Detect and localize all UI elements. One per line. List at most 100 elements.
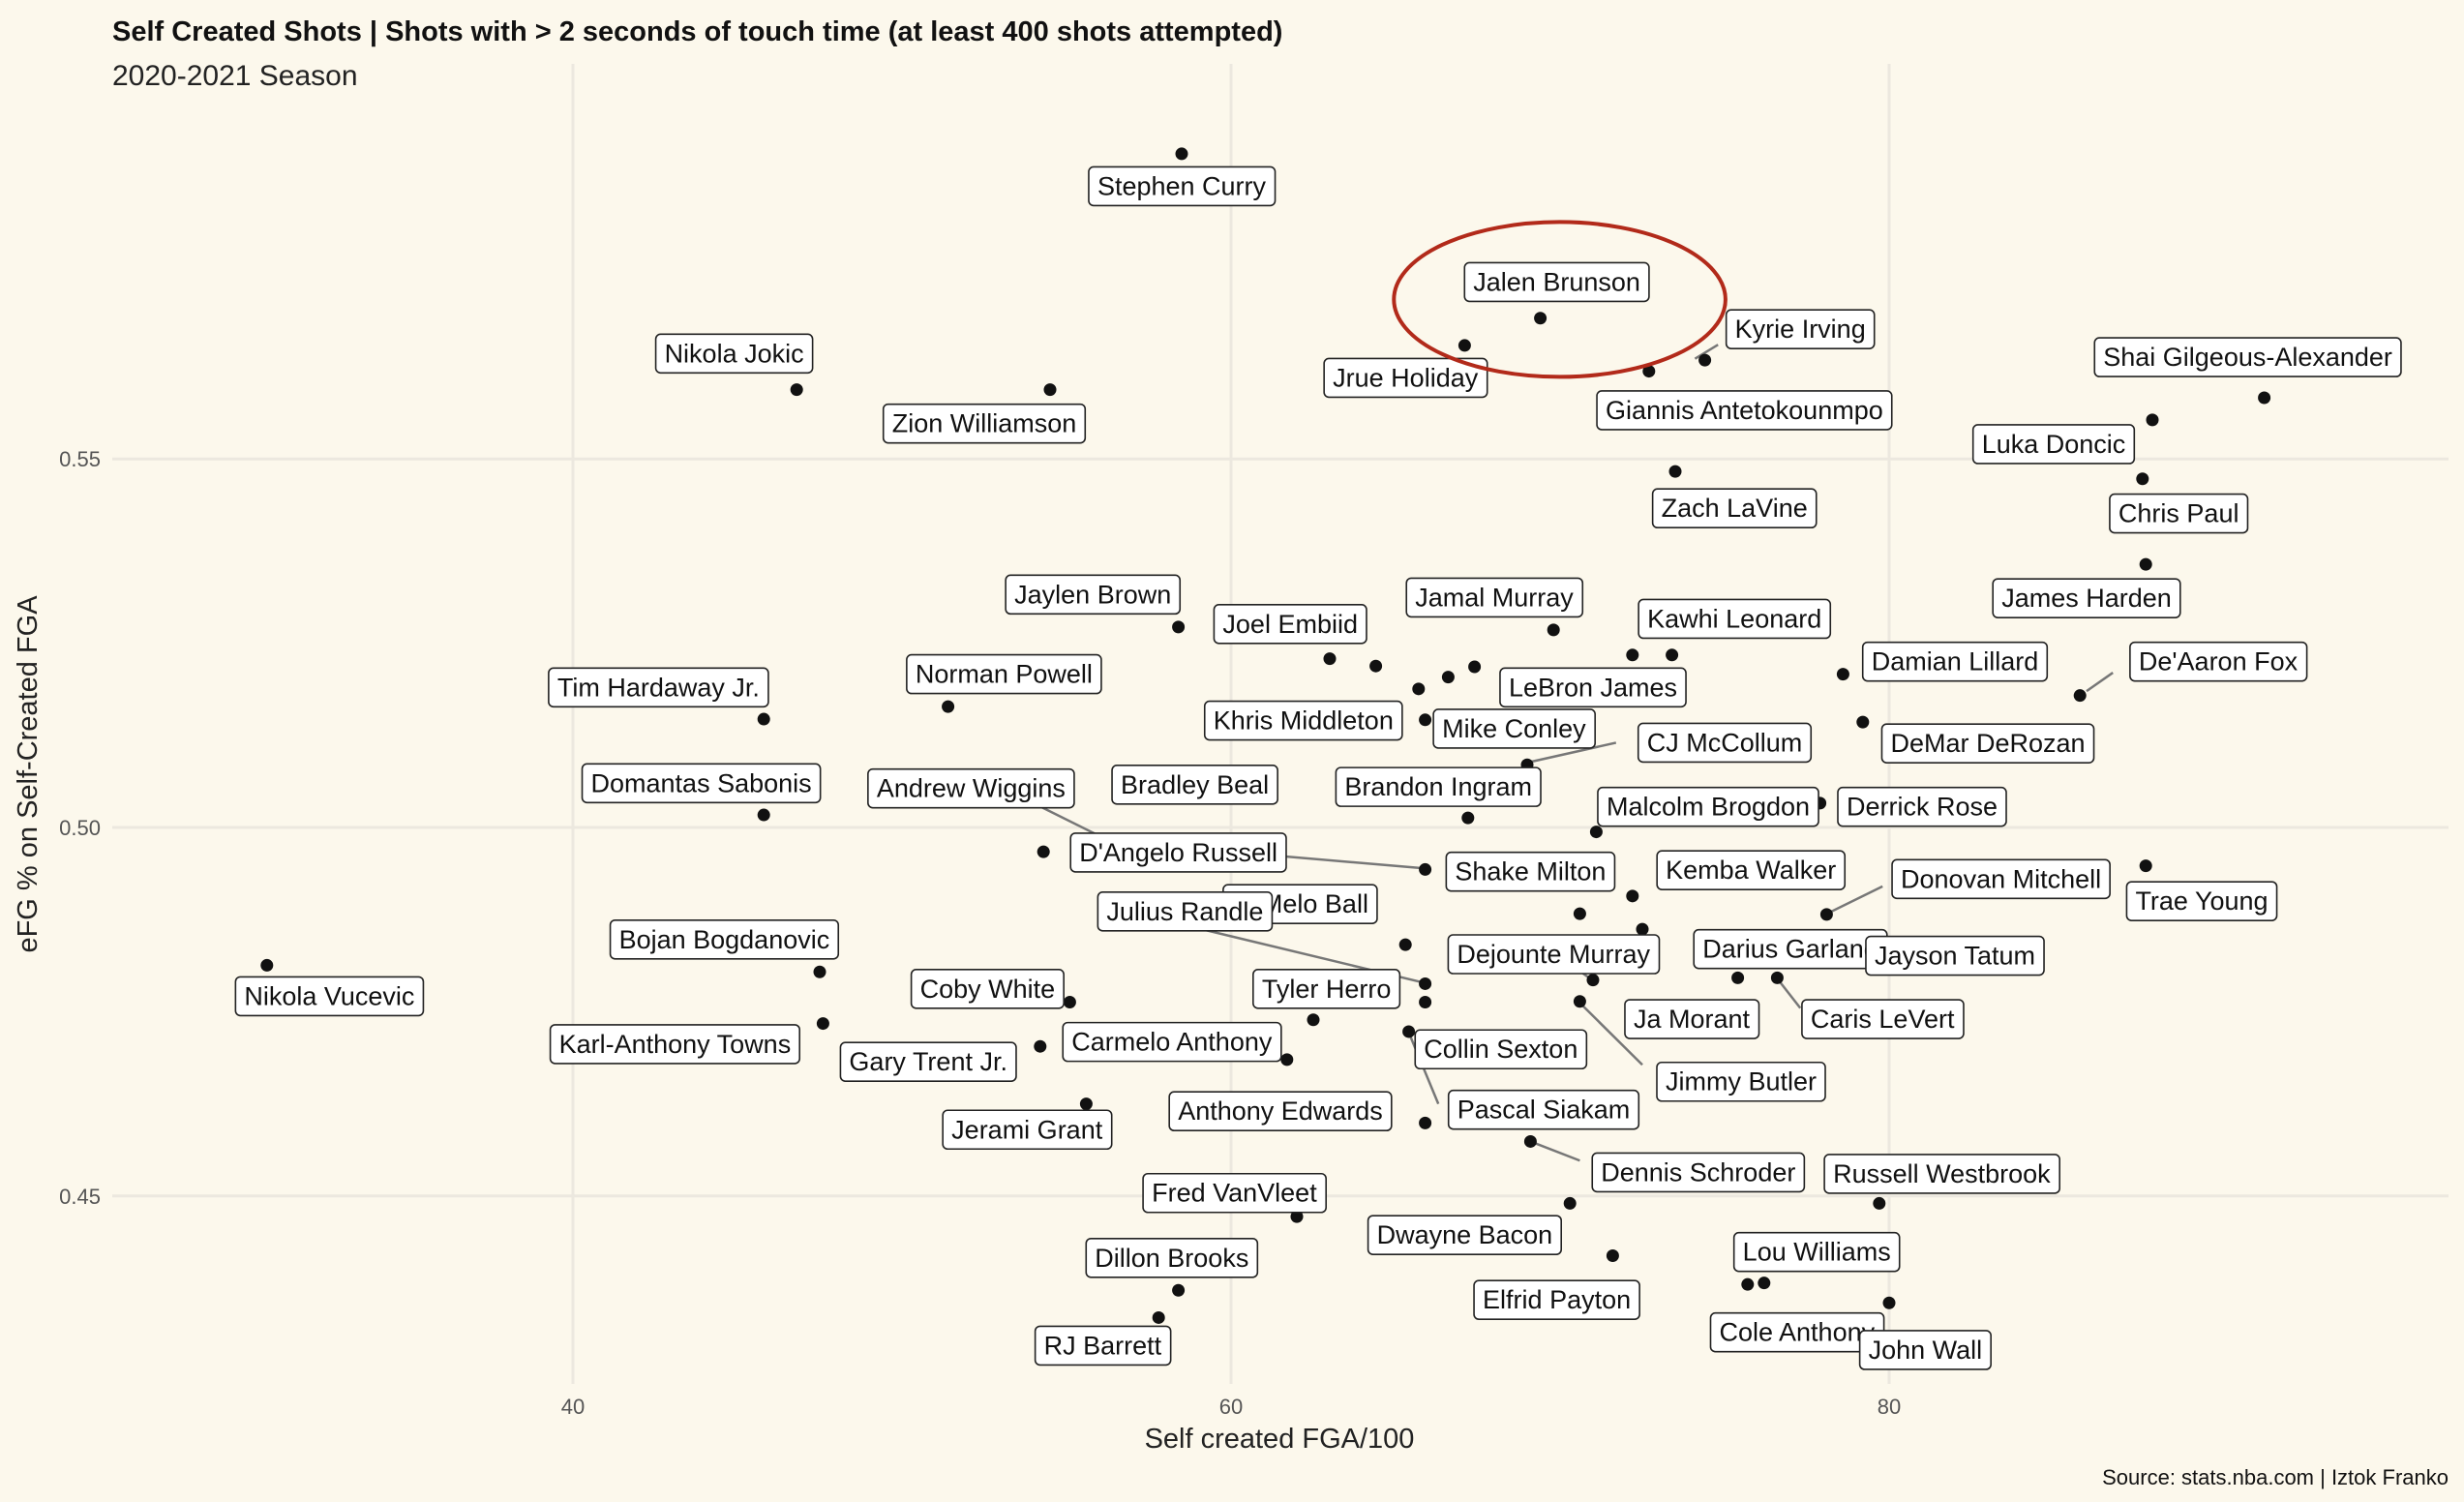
point-label-text: Jerami Grant	[951, 1115, 1103, 1144]
data-point	[757, 808, 770, 822]
point-label-text: Bradley Beal	[1121, 770, 1269, 799]
point-label: Kemba Walker	[1656, 850, 1847, 890]
data-point	[1175, 147, 1188, 161]
point-label: Elfrid Payton	[1473, 1279, 1640, 1320]
point-label-text: Jimmy Butler	[1666, 1067, 1817, 1096]
data-point	[1172, 1283, 1186, 1297]
data-point	[1642, 365, 1656, 378]
point-label-box	[609, 918, 840, 960]
point-label-text: Norman Powell	[916, 660, 1093, 689]
data-point	[1666, 648, 1679, 662]
point-label: Kyrie Irving	[1725, 309, 1876, 349]
point-label-text: Chris Paul	[2118, 499, 2239, 528]
data-point	[1698, 353, 1712, 367]
data-point	[1873, 1196, 1886, 1210]
point-label-text: Carmelo Anthony	[1071, 1028, 1273, 1057]
point-label-box	[549, 1024, 801, 1065]
point-label: Bradley Beal	[1111, 765, 1278, 805]
point-label: Coby White	[910, 968, 1065, 1009]
point-label-text: Kemba Walker	[1666, 856, 1836, 885]
label-connector	[1529, 1140, 1580, 1162]
point-label-box	[1203, 700, 1403, 741]
point-label-box	[1069, 832, 1287, 873]
point-label-text: Gary Trent Jr.	[849, 1047, 1007, 1076]
point-label-text: Donovan Mitchell	[1901, 864, 2101, 893]
point-label-box	[1725, 309, 1876, 349]
point-label: Malcolm Brogdon	[1597, 786, 1819, 827]
data-point	[816, 1017, 829, 1031]
point-label: Jimmy Butler	[1656, 1061, 1826, 1102]
point-label: Khris Middleton	[1203, 700, 1403, 741]
point-label: Dennis Schroder	[1591, 1152, 1806, 1193]
point-label-text: Lou Williams	[1743, 1238, 1891, 1267]
label-connector	[1829, 885, 1883, 914]
point-label-box	[581, 763, 822, 804]
label-connector	[1530, 741, 1617, 764]
data-point	[757, 712, 770, 726]
point-label-text: John Wall	[1869, 1336, 1983, 1365]
point-label: Karl-Anthony Towns	[549, 1024, 801, 1065]
point-label: Nikola Vucevic	[234, 976, 425, 1017]
point-label-text: Coby White	[920, 975, 1056, 1004]
point-label-text: Dwayne Bacon	[1377, 1220, 1553, 1249]
point-label-box	[1213, 604, 1367, 645]
point-label-box	[1414, 1029, 1588, 1070]
point-label: Dillon Brooks	[1085, 1237, 1259, 1278]
x-tick-label: 80	[1878, 1395, 1901, 1419]
point-label-text: Stephen Curry	[1097, 171, 1267, 200]
point-label-box	[1656, 1061, 1826, 1102]
point-label: Anthony Edwards	[1168, 1091, 1393, 1132]
point-label-text: CJ McCollum	[1647, 728, 1803, 757]
data-point	[1741, 1277, 1755, 1291]
data-point	[1402, 1025, 1416, 1038]
point-label: John Wall	[1858, 1330, 1992, 1370]
x-axis-ticks: 40 60 80	[561, 1395, 1901, 1419]
point-label-box	[1992, 578, 2181, 618]
point-label: Nikola Jokic	[654, 333, 814, 375]
point-label-text: Shai Gilgeous-Alexander	[2103, 343, 2392, 372]
point-label-box	[1732, 1231, 1901, 1273]
point-label: Pascal Siakam	[1447, 1089, 1640, 1130]
data-point	[1419, 995, 1432, 1008]
point-label: Jerami Grant	[942, 1109, 1113, 1151]
point-label-box	[1971, 424, 2136, 465]
data-point	[1882, 1296, 1896, 1309]
point-label: Norman Powell	[906, 653, 1102, 695]
point-label-text: De'Aaron Fox	[2139, 647, 2299, 676]
point-label-text: Trae Young	[2135, 886, 2268, 916]
point-label-box	[1597, 786, 1819, 827]
point-label: Collin Sexton	[1414, 1029, 1588, 1070]
x-tick-label: 40	[561, 1395, 585, 1419]
data-point	[1523, 1134, 1537, 1148]
point-label-text: Collin Sexton	[1424, 1035, 1578, 1064]
label-connector	[1694, 344, 1719, 360]
point-label-box	[1837, 786, 2007, 827]
point-label: Mike Conley	[1432, 708, 1596, 749]
point-label: Jrue Holiday	[1323, 357, 1488, 399]
point-label-text: Jayson Tatum	[1875, 942, 2035, 971]
y-axis-ticks: 0.45 0.50 0.55	[59, 447, 101, 1209]
point-label: Gary Trent Jr.	[839, 1041, 1017, 1082]
point-label-box	[1034, 1325, 1172, 1367]
point-label-box	[654, 333, 814, 375]
data-point	[1172, 620, 1186, 634]
point-label-box	[1801, 999, 1965, 1039]
point-label-box	[234, 976, 425, 1017]
point-label-box	[1865, 935, 2045, 976]
point-label: Zach LaVine	[1651, 488, 1818, 529]
data-point	[1037, 845, 1050, 858]
point-label: Shai Gilgeous-Alexander	[2093, 337, 2402, 377]
point-label-text: Dillon Brooks	[1095, 1244, 1248, 1273]
point-label-box	[1447, 934, 1661, 975]
point-label: Jalen Brunson	[1463, 261, 1650, 303]
point-label-text: Luka Doncic	[1982, 430, 2126, 459]
point-label-box	[1142, 1172, 1327, 1214]
point-label: Andrew Wiggins	[867, 767, 1075, 809]
point-label: Domantas Sabonis	[581, 763, 822, 804]
point-label: Luka Doncic	[1971, 424, 2136, 465]
point-label-text: Bojan Bogdanovic	[619, 925, 830, 954]
point-label-text: Khris Middleton	[1214, 706, 1394, 736]
point-label: Jayson Tatum	[1865, 935, 2045, 976]
y-tick-label: 0.45	[59, 1185, 101, 1209]
point-label: Damian Lillard	[1861, 641, 2049, 682]
